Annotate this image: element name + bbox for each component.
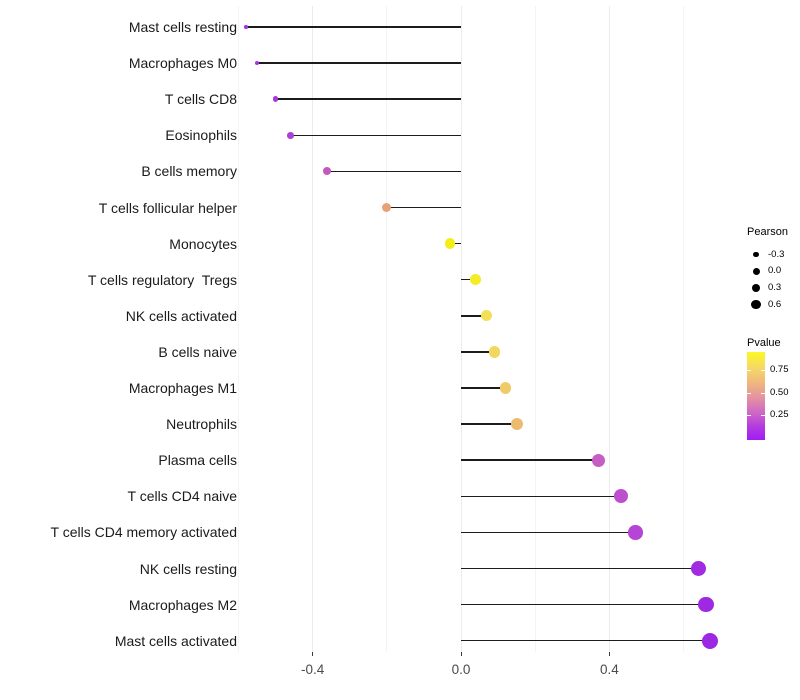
category-label: B cells naive — [158, 343, 237, 360]
x-tick-label: 0.0 — [451, 662, 471, 677]
category-label: T cells CD4 naive — [127, 488, 237, 505]
x-tick-label: 0.4 — [600, 662, 619, 677]
lollipop-dot — [382, 202, 392, 213]
legend-size-dot — [751, 299, 761, 310]
colorbar-tick-mark — [761, 415, 765, 417]
lollipop-stem — [461, 459, 599, 461]
lollipop-dot — [701, 632, 718, 649]
legend-size-label: 0.3 — [768, 281, 782, 293]
gridline-x — [608, 6, 610, 652]
lollipop-dot — [488, 346, 501, 358]
lollipop-dot — [628, 525, 643, 540]
legend-size-label: 0.6 — [768, 298, 782, 310]
colorbar-tick-mark — [747, 370, 751, 372]
category-label: Macrophages M1 — [128, 380, 237, 396]
category-label: NK cells resting — [139, 560, 237, 577]
legend-size-label: 0.0 — [768, 265, 782, 277]
lollipop-dot — [499, 382, 512, 394]
colorbar-tick-mark — [747, 392, 751, 394]
colorbar-tick-label: 0.50 — [770, 386, 789, 398]
lollipop-dot — [323, 167, 332, 176]
pvalue-colorbar — [747, 352, 765, 440]
legend-size-label: -0.3 — [768, 248, 785, 260]
lollipop-dot — [254, 60, 260, 66]
legend-pearson-title: Pearson — [747, 226, 788, 238]
lollipop-stem — [449, 242, 461, 245]
gridline-x — [460, 6, 462, 652]
gridline-x — [386, 6, 388, 652]
legend-size-dot — [753, 251, 759, 258]
category-label: Mast cells resting — [128, 19, 237, 35]
lollipop-dot — [591, 453, 605, 467]
category-label: T cells follicular helper — [98, 199, 237, 216]
category-label: B cells memory — [141, 163, 237, 180]
colorbar-tick-mark — [761, 392, 765, 394]
lollipop-dot — [272, 96, 279, 103]
lollipop-dot — [613, 489, 628, 504]
lollipop-stem — [290, 134, 461, 137]
colorbar-tick-mark — [747, 415, 751, 417]
lollipop-dot — [690, 560, 707, 577]
x-tick-mark — [312, 652, 314, 656]
lollipop-dot — [470, 274, 482, 286]
category-label: T cells CD4 memory activated — [50, 524, 237, 541]
legend-size-dot — [752, 267, 760, 275]
gridline-x — [237, 6, 239, 652]
lollipop-stem — [461, 315, 487, 317]
category-label: Macrophages M2 — [128, 596, 237, 613]
category-label: Neutrophils — [166, 416, 237, 433]
category-label: Monocytes — [169, 235, 237, 252]
category-label: Macrophages M0 — [128, 55, 237, 72]
gridline-x — [683, 6, 685, 652]
lollipop-stem — [245, 26, 461, 28]
category-label: T cells CD8 — [164, 91, 237, 108]
x-tick-label: -0.4 — [300, 662, 325, 677]
colorbar-tick-mark — [761, 370, 765, 372]
lollipop-dot — [481, 310, 493, 322]
lollipop-dot — [510, 418, 523, 431]
colorbar-tick-label: 0.75 — [770, 364, 789, 375]
category-label: Plasma cells — [158, 452, 237, 469]
lollipop-stem — [461, 567, 699, 570]
gridline-x — [312, 6, 314, 652]
category-label: Eosinophils — [165, 127, 237, 144]
lollipop-stem — [461, 603, 706, 606]
lollipop-stem — [461, 639, 710, 642]
lollipop-stem — [275, 98, 461, 100]
lollipop-stem — [461, 278, 476, 281]
lollipop-stem — [461, 423, 517, 425]
legend-size-dot — [751, 283, 761, 293]
lollipop-dot — [697, 596, 714, 613]
x-tick-mark — [460, 652, 462, 656]
lollipop-stem — [461, 351, 495, 353]
lollipop-dot — [444, 238, 456, 249]
lollipop-stem — [386, 206, 461, 209]
lollipop-stem — [461, 495, 621, 498]
category-label: NK cells activated — [125, 307, 237, 324]
gridline-x — [534, 6, 536, 652]
category-label: T cells regulatory Tregs — [87, 271, 237, 288]
lollipop-stem — [461, 531, 636, 534]
lollipop-dot — [287, 132, 294, 139]
colorbar-tick-label: 0.25 — [770, 409, 789, 420]
lollipop-stem — [256, 62, 461, 64]
x-tick-mark — [608, 652, 610, 656]
lollipop-dot — [244, 25, 248, 29]
category-label: Mast cells activated — [114, 632, 237, 649]
lollipop-stem — [327, 170, 461, 173]
lollipop-stem — [461, 387, 506, 389]
legend-pvalue-title: Pvalue — [747, 337, 781, 349]
